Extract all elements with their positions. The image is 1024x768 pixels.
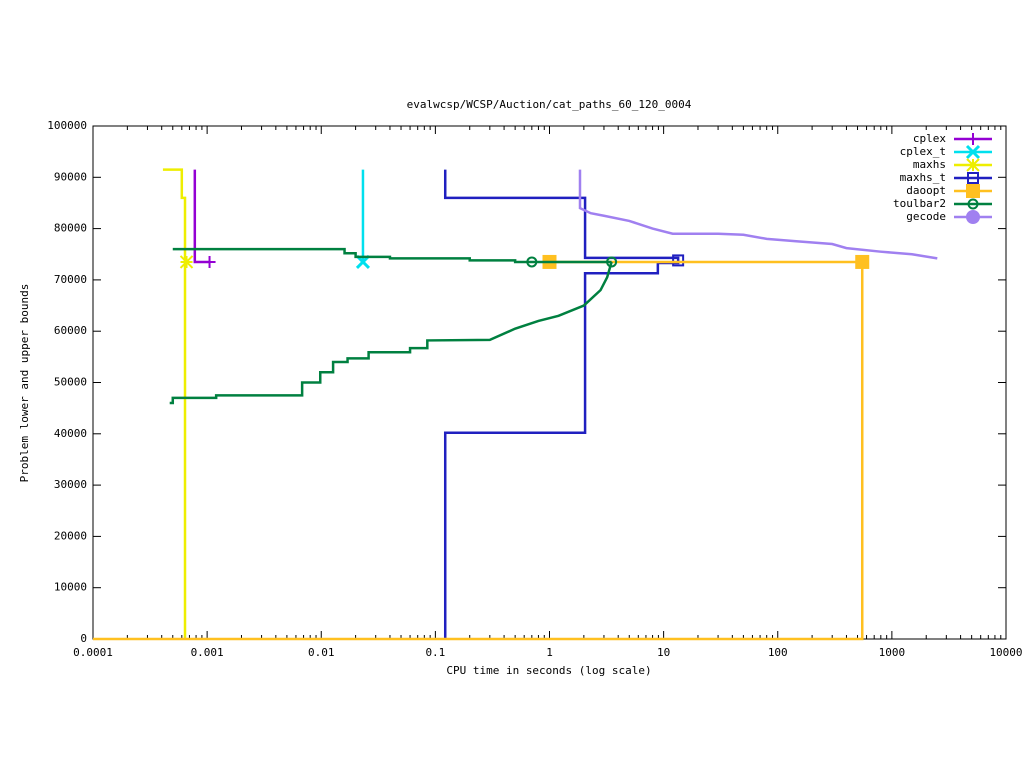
x-tick-label: 10 bbox=[657, 646, 670, 659]
chart-title: evalwcsp/WCSP/Auction/cat_paths_60_120_0… bbox=[407, 98, 692, 111]
legend-label: maxhs_t bbox=[900, 171, 946, 184]
marker bbox=[855, 254, 870, 269]
y-tick-label: 20000 bbox=[54, 529, 87, 542]
x-axis-label: CPU time in seconds (log scale) bbox=[446, 664, 651, 677]
marker bbox=[672, 254, 685, 267]
y-tick-label: 60000 bbox=[54, 324, 87, 337]
y-tick-label: 50000 bbox=[54, 376, 87, 389]
legend-label: daoopt bbox=[906, 184, 946, 197]
marker bbox=[526, 256, 538, 268]
legend-marker bbox=[966, 158, 980, 172]
y-tick-label: 10000 bbox=[54, 581, 87, 594]
x-tick-label: 1000 bbox=[879, 646, 906, 659]
series-line bbox=[578, 169, 938, 260]
plot-frame bbox=[92, 125, 1007, 640]
series-line bbox=[169, 247, 613, 405]
legend-label: cplex bbox=[913, 132, 946, 145]
legend-label: gecode bbox=[906, 210, 946, 223]
legend-marker bbox=[967, 172, 979, 184]
legend-marker bbox=[966, 210, 980, 224]
x-tick-label: 0.1 bbox=[425, 646, 445, 659]
x-tick-label: 0.0001 bbox=[73, 646, 113, 659]
y-tick-label: 90000 bbox=[54, 170, 87, 183]
y-tick-label: 70000 bbox=[54, 273, 87, 286]
marker bbox=[179, 255, 194, 269]
y-tick-label: 30000 bbox=[54, 478, 87, 491]
legend-marker bbox=[967, 198, 979, 210]
x-tick-label: 100 bbox=[768, 646, 788, 659]
y-tick-label: 0 bbox=[80, 632, 87, 645]
y-axis-label: Problem lower and upper bounds bbox=[18, 284, 31, 483]
series-line bbox=[443, 169, 680, 639]
x-tick-label: 0.01 bbox=[308, 646, 335, 659]
legend-label: maxhs bbox=[913, 158, 946, 171]
y-tick-label: 80000 bbox=[54, 222, 87, 235]
legend-label: cplex_t bbox=[900, 145, 946, 158]
legend-marker bbox=[965, 144, 981, 160]
series-line bbox=[93, 260, 864, 641]
x-tick-label: 1 bbox=[546, 646, 553, 659]
y-tick-label: 40000 bbox=[54, 427, 87, 440]
legend-marker bbox=[966, 184, 980, 198]
legend-label: toulbar2 bbox=[893, 197, 946, 210]
series-line bbox=[162, 168, 187, 639]
y-tick-label: 100000 bbox=[47, 119, 87, 132]
marker bbox=[203, 255, 216, 268]
x-tick-label: 0.001 bbox=[191, 646, 224, 659]
x-tick-label: 10000 bbox=[989, 646, 1022, 659]
legend-marker bbox=[967, 133, 979, 145]
marker bbox=[606, 256, 618, 268]
